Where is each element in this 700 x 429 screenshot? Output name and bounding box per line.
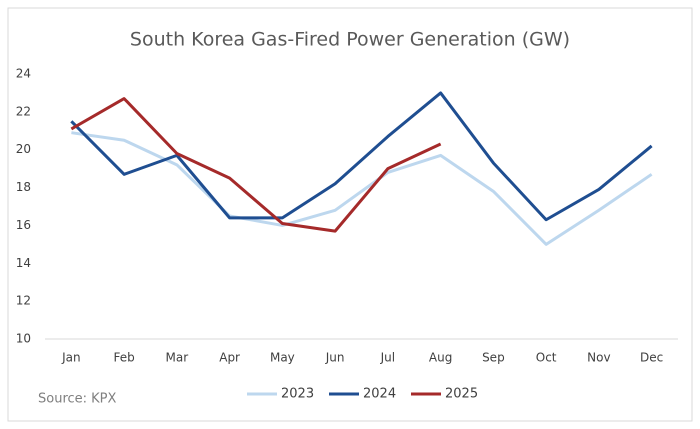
- x-tick-label: Sep: [482, 351, 505, 365]
- legend-label: 2025: [445, 387, 478, 402]
- x-tick-label: Jul: [380, 351, 395, 365]
- legend-label: 2023: [281, 387, 314, 402]
- x-tick-label: Mar: [166, 351, 189, 365]
- x-tick-label: Aug: [429, 351, 452, 365]
- y-tick-label: 18: [16, 180, 31, 194]
- x-tick-label: Apr: [219, 351, 240, 365]
- series-line: [70, 91, 653, 222]
- x-tick-label: Jan: [61, 351, 81, 365]
- series-line: [70, 97, 442, 233]
- y-tick-label: 22: [16, 104, 31, 118]
- y-tick-label: 10: [16, 332, 31, 346]
- x-tick-label: Nov: [587, 351, 610, 365]
- y-tick-label: 24: [16, 67, 31, 81]
- y-tick-label: 16: [16, 218, 31, 232]
- x-tick-label: Dec: [640, 351, 663, 365]
- x-tick-label: May: [270, 351, 295, 365]
- source-note: Source: KPX: [38, 392, 117, 407]
- chart-title: South Korea Gas-Fired Power Generation (…: [130, 29, 570, 51]
- x-tick-label: Feb: [114, 351, 135, 365]
- series-line: [71, 131, 653, 246]
- y-tick-label: 12: [16, 294, 31, 308]
- legend-label: 2024: [363, 387, 396, 402]
- x-tick-label: Oct: [536, 351, 557, 365]
- y-tick-label: 14: [16, 256, 31, 270]
- y-tick-label: 20: [16, 142, 31, 156]
- x-tick-label: Jun: [325, 351, 345, 365]
